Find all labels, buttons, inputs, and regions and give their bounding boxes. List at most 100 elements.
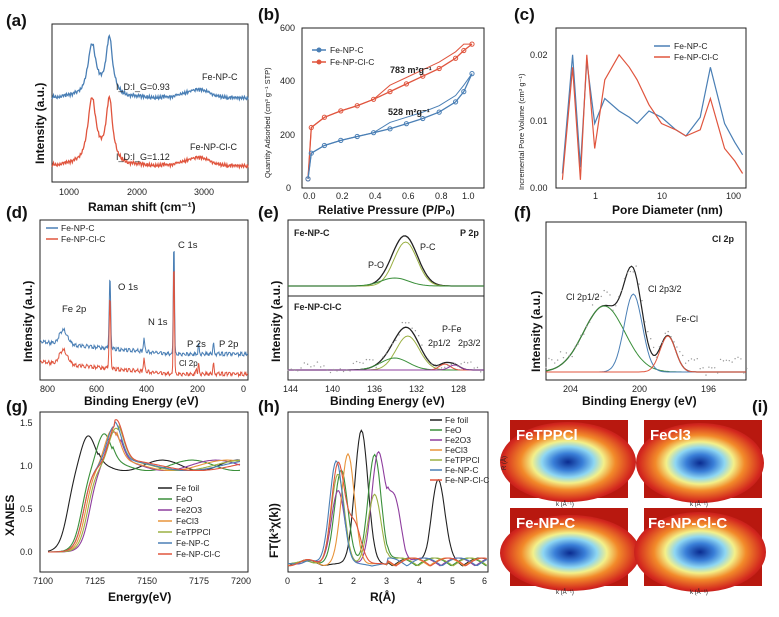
wavelet-map-fecl3: FeCl3 k (Å⁻¹): [636, 420, 764, 508]
p2p-xtick-144: 144: [283, 384, 298, 394]
xanes-legend-label-6: Fe-NP-Cl-C: [176, 549, 220, 559]
cl2p-raw-point-45: [676, 346, 678, 348]
isotherm-point-0-12: [469, 41, 475, 47]
raman-tick-1000: 1000: [59, 187, 79, 197]
p2p-raw-point-9: [316, 361, 319, 363]
panel-c-frame: [555, 27, 747, 189]
cl2p-raw-point-1: [548, 357, 550, 360]
xanes-line-3: [48, 429, 241, 553]
p2p-raw-point-17: [342, 370, 345, 373]
p2p-raw-point-10: [319, 366, 322, 368]
p2p-raw-point-28: [378, 362, 381, 365]
p2p-raw-point-31: [388, 346, 390, 349]
p2p-raw-point-21: [355, 360, 358, 363]
p2p-region: P 2p: [460, 228, 479, 238]
isotherm-legend-fe-np-cl-c: Fe-NP-Cl-C: [330, 57, 374, 67]
cl2p-raw-point-61: [722, 360, 725, 362]
pore-ylabel: Incremental Pore Volume (cm³ g⁻¹): [517, 73, 526, 190]
cl2p-raw-point-54: [702, 367, 704, 369]
cl2p-raw-point-10: [574, 346, 576, 348]
pore-xtick-100: 100: [726, 191, 741, 201]
cl2p-raw-point-65: [734, 358, 736, 360]
isotherm-legend-marker-1: [316, 47, 322, 53]
isotherm-point-0-3: [338, 108, 344, 114]
xanes-legend-label-2: Fe2O3: [176, 505, 202, 515]
cl2p-envelope: [545, 265, 746, 373]
p2p-raw-point-54: [463, 361, 466, 364]
p2p-bottom-title: Fe-NP-Cl-C: [294, 302, 342, 312]
exafs-series: [287, 429, 487, 567]
cl2p-raw-point-11: [577, 343, 579, 345]
panel-b-label: (b): [258, 5, 280, 24]
cl2p-raw-point-17: [594, 297, 597, 299]
isotherm-point-1-6: [387, 126, 393, 132]
p2p-raw-point-20: [352, 362, 355, 365]
cl2p-raw-point-14: [586, 325, 588, 328]
cl2p-xtick-196: 196: [701, 384, 716, 394]
panel-g-label: (g): [6, 397, 28, 416]
cl2p-raw-point-27: [623, 277, 626, 280]
panel-a: (a) I_D:I_G=0.93 I_D:I_G=1.12 Fe-NP-C Fe…: [6, 11, 249, 214]
p2p-raw-point-46: [437, 365, 439, 367]
p2p-raw-point-18: [346, 369, 348, 372]
p2p-ann-pc: P-C: [420, 242, 436, 252]
xanes-series: [47, 418, 241, 553]
p2p-raw-point-32: [391, 343, 394, 345]
p2p-raw-point-13: [329, 371, 332, 374]
isotherm-ytick-600: 600: [280, 23, 295, 33]
cl2p-raw-point-35: [647, 330, 649, 333]
xanes-xlabel: Energy(eV): [108, 590, 171, 604]
cl2p-ann-32: Cl 2p3/2: [648, 284, 682, 294]
p2p-ann-2p32: 2p3/2: [458, 338, 481, 348]
exafs-ylabel: FT(k³χ(k)): [267, 503, 281, 558]
xanes-line-2: [48, 431, 241, 553]
wavelet-title-3: Fe-NP-C: [516, 515, 575, 532]
cl2p-raw-point-33: [641, 299, 643, 302]
raman-label-fe-np-cl-c: Fe-NP-Cl-C: [190, 142, 237, 152]
panel-d: (d) Fe-NP-C Fe-NP-Cl-C Fe 2p O 1s N 1s C…: [6, 203, 249, 408]
cl2p-raw-point-30: [632, 271, 634, 273]
cl2p-raw-point-41: [664, 332, 666, 335]
cl2p-component-12: [545, 305, 746, 373]
xanes-legend-label-0: Fe foil: [176, 483, 199, 493]
cl2p-raw-point-19: [600, 295, 602, 298]
p2p-raw-point-51: [453, 362, 456, 365]
pore-ytick-2: 0.02: [530, 50, 548, 60]
cl2p-xtick-204: 204: [563, 384, 578, 394]
cl2p-raw-point-4: [556, 359, 559, 361]
exafs-xtick-5: 5: [450, 576, 455, 586]
cl2p-raw-point-20: [603, 289, 605, 292]
raman-series-fe-np-cl-c: [51, 94, 249, 170]
pore-xlabel: Pore Diameter (nm): [612, 203, 723, 217]
pore-ytick-0: 0.00: [530, 183, 548, 193]
isotherm-area-528: 528 m²g⁻¹: [388, 107, 430, 117]
panel-e-bottom-frame: [287, 295, 485, 381]
p2p-raw-point-52: [457, 365, 459, 367]
cl2p-raw-point-42: [667, 330, 669, 333]
xps-survey-fe-np-cl-c: [39, 270, 249, 378]
isotherm-point-0-10: [453, 55, 459, 61]
p2p-raw-point-15: [336, 370, 338, 372]
cl2p-raw-point-56: [708, 366, 710, 368]
exafs-line-6: [287, 461, 487, 567]
raman-tick-3000: 3000: [194, 187, 214, 197]
isotherm-point-1-2: [321, 142, 327, 149]
p2p-top-envelope: [288, 235, 484, 287]
exafs-legend-label-0: Fe foil: [445, 415, 468, 425]
p2p-raw-point-48: [444, 366, 446, 368]
p2p-raw-point-34: [398, 334, 400, 336]
xanes-line-0: [47, 435, 240, 552]
p2p-raw-point-19: [349, 370, 351, 372]
xanes-xtick-7175: 7175: [189, 576, 209, 586]
wavelet-title-4: Fe-NP-Cl-C: [648, 515, 727, 532]
panel-h-label: (h): [258, 397, 280, 416]
p2p-raw-point-22: [359, 361, 361, 364]
pore-series: [561, 53, 744, 180]
isotherm-desorb-0: [307, 43, 472, 179]
exafs-legend-label-4: FeTPPCl: [445, 455, 480, 465]
xanes-xtick-7125: 7125: [85, 576, 105, 586]
p2p-top-title: Fe-NP-C: [294, 228, 330, 238]
panel-i: (i) FeTPPCl k (Å⁻¹) FeCl3 k (Å⁻¹) Fe-NP-…: [500, 397, 768, 596]
cl2p-raw-point-47: [682, 354, 684, 357]
p2p-raw-point-30: [385, 353, 387, 355]
